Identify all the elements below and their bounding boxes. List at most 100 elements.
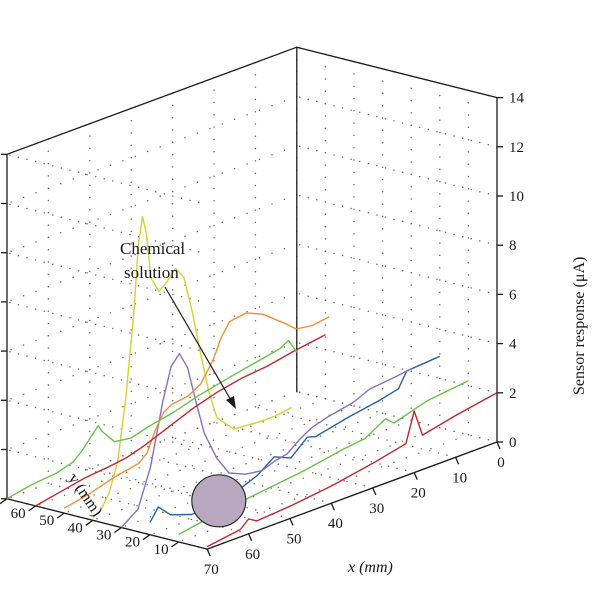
grid-dot bbox=[60, 364, 63, 366]
grid-dot bbox=[146, 188, 148, 191]
grid-dot bbox=[112, 426, 114, 428]
ticks-layer: 0246810121402468101214102030405060700102… bbox=[0, 91, 525, 578]
grid-dot bbox=[103, 374, 105, 377]
grid-dot bbox=[246, 261, 248, 264]
grid-dot bbox=[439, 119, 441, 121]
grid-dot bbox=[144, 507, 147, 509]
grid-dot bbox=[271, 154, 273, 156]
grid-dot bbox=[130, 218, 132, 220]
grid-dot bbox=[267, 435, 270, 437]
grid-dot bbox=[221, 418, 224, 420]
grid-dot bbox=[130, 242, 132, 245]
grid-dot bbox=[197, 349, 200, 351]
grid-dot bbox=[358, 259, 361, 261]
grid-dot bbox=[257, 406, 260, 409]
grid-dot bbox=[96, 518, 98, 520]
grid-dot bbox=[136, 504, 138, 507]
grid-dot bbox=[254, 270, 257, 273]
grid-dot bbox=[298, 96, 301, 98]
grid-dot bbox=[467, 286, 470, 288]
grid-dot bbox=[467, 384, 470, 387]
grid-dot bbox=[221, 221, 224, 224]
grid-dot bbox=[122, 258, 124, 260]
grid-dot bbox=[439, 426, 441, 429]
grid-dot bbox=[52, 460, 54, 462]
grid-dot bbox=[94, 372, 97, 375]
grid-dot bbox=[467, 114, 470, 116]
grid-dot bbox=[170, 490, 173, 492]
grid-dot bbox=[246, 212, 248, 214]
grid-dot bbox=[171, 215, 174, 217]
grid-dot bbox=[209, 324, 211, 327]
grid-dot bbox=[34, 259, 37, 261]
grid-dot bbox=[254, 283, 257, 285]
grid-dot bbox=[158, 495, 160, 497]
grid-dot bbox=[213, 359, 215, 362]
grid-dot bbox=[439, 94, 441, 97]
x-tick bbox=[289, 518, 294, 526]
grid-dot bbox=[47, 482, 50, 485]
grid-dot bbox=[470, 188, 473, 191]
grid-dot bbox=[324, 213, 327, 216]
grid-dot bbox=[47, 371, 50, 374]
grid-dot bbox=[254, 110, 257, 113]
grid-dot bbox=[479, 289, 481, 291]
grid-dot bbox=[410, 395, 412, 397]
grid-dot bbox=[266, 409, 268, 411]
grid-dot bbox=[439, 365, 441, 367]
grid-dot bbox=[213, 298, 215, 300]
grid-dot bbox=[246, 409, 248, 411]
grid-dot bbox=[461, 186, 464, 189]
grid-dot bbox=[302, 477, 304, 479]
grid-dot bbox=[394, 441, 397, 443]
grid-dot bbox=[381, 400, 384, 402]
grid-dot bbox=[376, 165, 378, 167]
grid-dot bbox=[350, 404, 352, 407]
grid-dot bbox=[333, 154, 335, 156]
grid-dot bbox=[72, 325, 74, 328]
grid-dot bbox=[60, 314, 63, 317]
grid-dot bbox=[43, 310, 45, 313]
grid-dot bbox=[60, 281, 62, 283]
grid-dot bbox=[376, 361, 378, 364]
grid-dot bbox=[52, 165, 54, 167]
grid-dot bbox=[94, 421, 97, 424]
grid-dot bbox=[147, 396, 149, 399]
grid-dot bbox=[353, 392, 355, 395]
grid-dot bbox=[384, 265, 387, 268]
grid-dot bbox=[487, 340, 490, 343]
top-right-edge bbox=[296, 46, 498, 99]
grid-dot bbox=[213, 175, 215, 177]
grid-dot bbox=[153, 532, 155, 534]
grid-dot bbox=[89, 221, 91, 223]
grid-dot bbox=[324, 188, 327, 191]
grid-dot bbox=[350, 355, 352, 357]
grid-dot bbox=[467, 434, 470, 436]
grid-dot bbox=[364, 454, 367, 456]
grid-dot bbox=[410, 149, 412, 151]
grid-dot bbox=[268, 507, 271, 509]
grid-dot bbox=[467, 335, 470, 338]
grid-dot bbox=[77, 220, 80, 223]
grid-dot bbox=[232, 467, 235, 470]
grid-dot bbox=[34, 357, 37, 360]
grid-dot bbox=[367, 408, 370, 411]
grid-dot bbox=[324, 262, 327, 265]
grid-dot bbox=[159, 441, 161, 443]
grid-dot bbox=[427, 227, 430, 229]
grid-dot bbox=[129, 282, 131, 285]
grid-dot bbox=[171, 276, 174, 279]
grid-dot bbox=[322, 500, 324, 502]
grid-dot bbox=[47, 285, 50, 288]
grid-dot bbox=[436, 376, 438, 379]
grid-dot bbox=[262, 485, 264, 487]
grid-dot bbox=[236, 478, 238, 481]
grid-dot bbox=[97, 365, 99, 368]
grid-dot bbox=[225, 434, 227, 437]
grid-dot bbox=[444, 329, 447, 332]
grid-dot bbox=[129, 487, 132, 490]
grid-dot bbox=[201, 470, 204, 472]
x-tick-label: 0 bbox=[497, 455, 505, 471]
grid-dot bbox=[353, 208, 355, 210]
